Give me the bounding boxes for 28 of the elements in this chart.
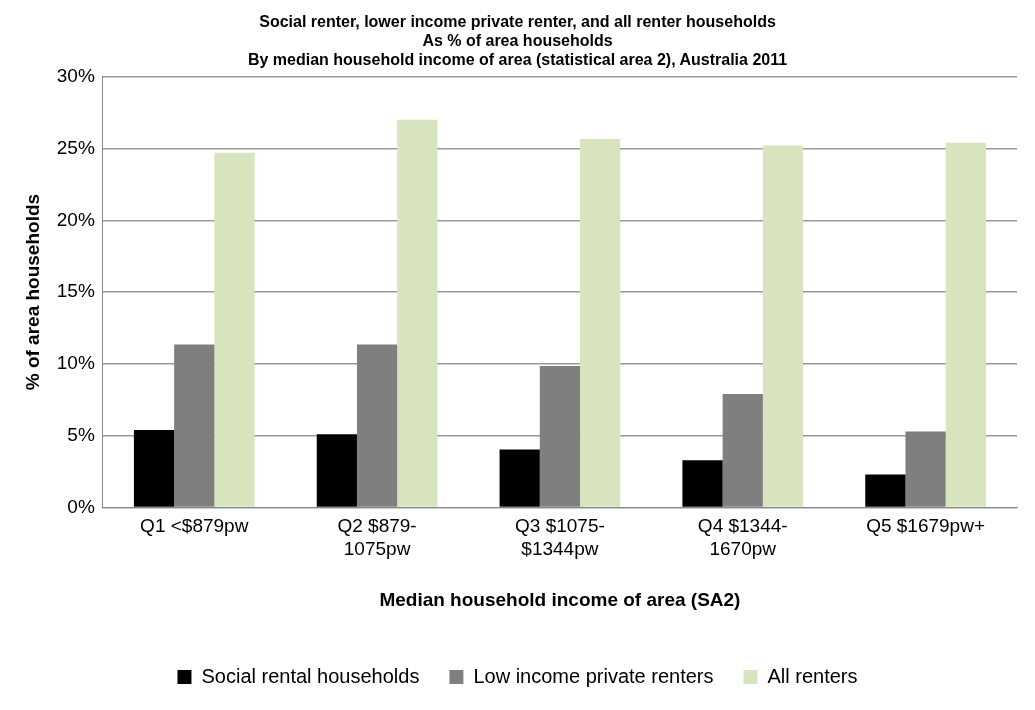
y-tick-label: 10% — [56, 352, 95, 374]
x-tick-label: Q3 $1075-$1344pw — [515, 515, 605, 560]
bar — [397, 119, 438, 507]
y-tick-label: 0% — [67, 495, 95, 517]
y-tick-label: 20% — [56, 208, 95, 230]
bar — [214, 152, 255, 507]
legend-label: Social rental households — [201, 664, 420, 687]
bar — [499, 449, 540, 507]
bar — [580, 139, 621, 507]
x-tick-label: Q5 $1679pw+ — [866, 515, 985, 537]
y-tick-label: 5% — [67, 424, 95, 445]
legend-label: Low income private renters — [473, 664, 714, 687]
bar — [762, 145, 804, 507]
y-tick-label: 15% — [56, 280, 95, 302]
x-tick-label: Q1 <$879pw — [140, 515, 249, 537]
bar — [865, 474, 906, 507]
bar — [945, 142, 986, 507]
x-tick-label: Q4 $1344-1670pw — [697, 515, 788, 560]
x-axis-title: Median household income of area (SA2) — [379, 588, 741, 610]
bar — [133, 430, 175, 507]
legend-label: All renters — [767, 664, 858, 687]
chart-title: Social renter, lower income private renter, and all renter households As % of area households By median household income of area (statistical area 2), Australia 2011 — [247, 13, 788, 69]
x-tick-label: Q2 $879-1075pw — [337, 515, 417, 560]
y-axis-title: % of area households — [21, 193, 43, 391]
bar — [316, 434, 357, 507]
bar — [682, 460, 723, 507]
y-tick-label: 25% — [56, 136, 95, 158]
y-tick-label: 30% — [56, 64, 95, 86]
